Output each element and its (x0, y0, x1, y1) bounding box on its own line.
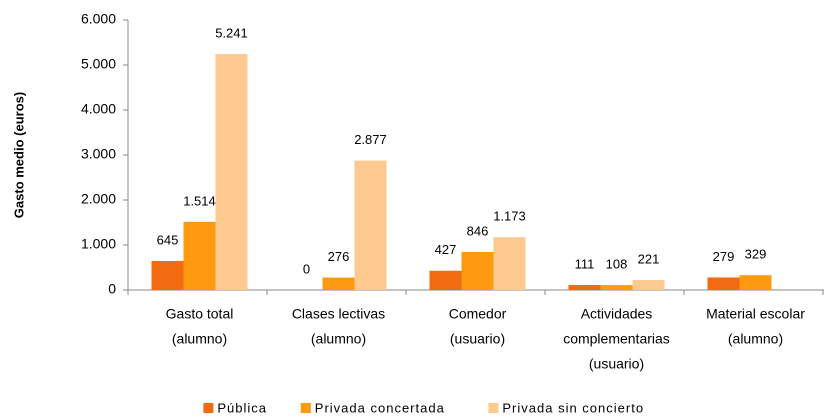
bar (151, 260, 184, 290)
value-label: 5.241 (215, 26, 248, 41)
y-tick-label: 6.000 (81, 11, 116, 27)
x-tick-label: Gasto total (166, 306, 234, 322)
x-tick-label: Material escolar (706, 306, 805, 322)
value-label: 427 (435, 242, 457, 257)
legend-swatch (203, 403, 214, 413)
bar (568, 285, 601, 290)
x-tick-label: Actividades (581, 306, 653, 322)
x-tick-label: (alumno) (311, 331, 366, 347)
x-tick-label: (alumno) (728, 331, 783, 347)
bar (354, 160, 387, 290)
legend-label: Pública (217, 400, 267, 415)
bar (183, 221, 216, 290)
value-label: 329 (745, 247, 767, 262)
x-tick-label: Clases lectivas (292, 306, 385, 322)
legend-swatch (488, 403, 499, 413)
value-label: 0 (303, 261, 310, 276)
x-tick-label: Comedor (449, 306, 507, 322)
y-tick-label: 0 (108, 281, 116, 297)
value-label: 2.877 (354, 132, 387, 147)
bar (600, 285, 633, 290)
y-tick-label: 4.000 (81, 101, 116, 117)
value-label: 108 (606, 257, 628, 272)
value-label: 276 (328, 249, 350, 264)
y-tick-label: 1.000 (81, 236, 116, 252)
x-tick-label: (usuario) (589, 356, 644, 372)
value-label: 111 (575, 256, 595, 271)
value-label: 1.514 (183, 193, 216, 208)
x-tick-label: (alumno) (172, 331, 227, 347)
bar (429, 270, 462, 290)
bar (322, 277, 355, 290)
value-label: 279 (713, 249, 735, 264)
x-tick-label: complementarias (563, 331, 670, 347)
bar (707, 277, 740, 290)
legend-label: Privada sin concierto (502, 400, 644, 415)
value-label: 846 (467, 223, 489, 238)
y-tick-label: 3.000 (81, 146, 116, 162)
y-tick-label: 5.000 (81, 56, 116, 72)
legend-label: Privada concertada (315, 400, 445, 415)
bar (632, 280, 665, 290)
bar (739, 275, 772, 290)
value-label: 1.173 (493, 209, 526, 224)
x-tick-label: (usuario) (450, 331, 505, 347)
bar (493, 237, 526, 290)
y-tick-label: 2.000 (81, 191, 116, 207)
value-label: 221 (638, 251, 660, 266)
y-axis-label: Gasto medio (euros) (11, 92, 26, 218)
legend-swatch (300, 403, 311, 413)
bar (461, 251, 494, 290)
value-label: 645 (157, 232, 179, 247)
bar (215, 54, 248, 290)
